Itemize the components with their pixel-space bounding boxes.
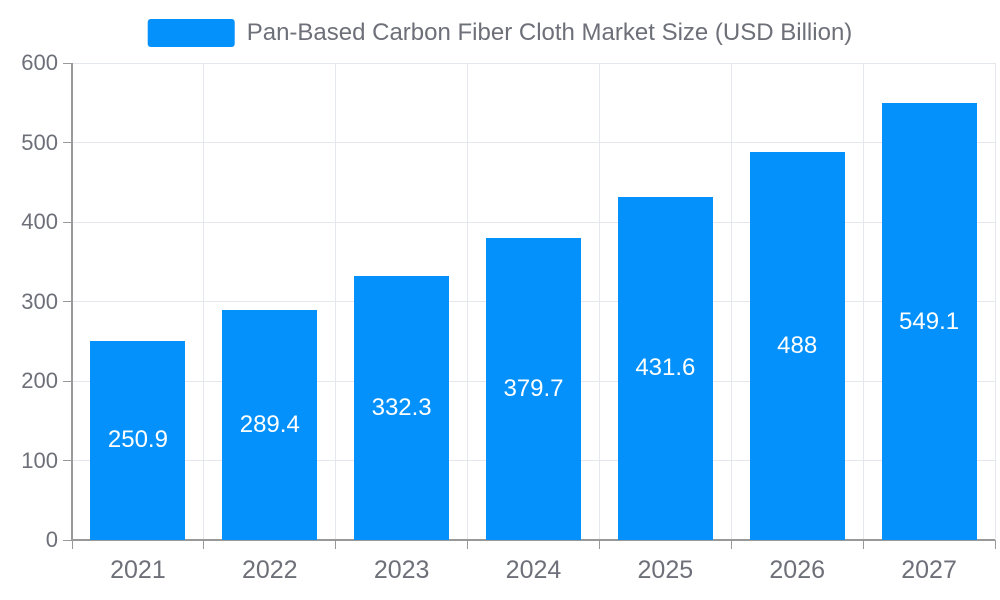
- bar-2021[interactable]: [90, 340, 186, 540]
- x-axis-tick: [862, 540, 864, 549]
- x-axis-tick: [335, 540, 337, 549]
- y-axis-tick-label: 100: [21, 447, 58, 473]
- bar-2022[interactable]: [222, 309, 318, 540]
- x-axis-tick-label: 2027: [901, 556, 957, 584]
- x-axis-tick: [71, 540, 73, 549]
- y-axis-tick: [63, 301, 72, 302]
- x-axis-tick-label: 2021: [110, 556, 166, 584]
- x-axis-line: [72, 539, 995, 541]
- bar-2027[interactable]: [881, 103, 977, 540]
- bar-2025[interactable]: [617, 196, 713, 540]
- legend-swatch-icon: [147, 19, 235, 47]
- y-axis-tick-label: 200: [21, 368, 58, 393]
- bar-2026[interactable]: [749, 152, 845, 540]
- x-axis-tick-label: 2022: [241, 556, 298, 584]
- y-axis-tick: [63, 62, 72, 64]
- x-axis-tick: [730, 540, 732, 549]
- gridline-vertical: [335, 63, 337, 540]
- gridline-vertical: [730, 63, 732, 540]
- y-axis-tick: [63, 380, 72, 382]
- y-axis-tick-label: 300: [21, 288, 58, 314]
- x-axis-tick: [203, 540, 205, 549]
- y-axis-tick: [63, 221, 72, 223]
- y-axis-tick-label: 0: [45, 527, 58, 552]
- legend-label: Pan-Based Carbon Fiber Cloth Market Size…: [246, 19, 853, 46]
- gridline-horizontal: [72, 62, 995, 64]
- y-axis-tick: [63, 142, 72, 143]
- gridline-horizontal: [72, 221, 995, 223]
- legend-item[interactable]: Pan-Based Carbon Fiber Cloth Market Size…: [147, 19, 853, 47]
- y-axis-tick-label: 400: [21, 209, 58, 234]
- x-axis-tick-label: 2024: [505, 556, 562, 584]
- gridline-vertical: [862, 63, 864, 540]
- y-axis-tick: [63, 460, 72, 461]
- y-axis-tick-label: 500: [21, 129, 58, 155]
- x-axis-tick: [994, 540, 996, 549]
- x-axis-tick: [598, 540, 600, 549]
- x-axis-tick-label: 2025: [637, 556, 694, 584]
- y-axis-tick: [63, 539, 72, 541]
- gridline-vertical: [994, 63, 996, 540]
- y-axis-tick-label: 600: [21, 50, 58, 75]
- bar-2023[interactable]: [354, 275, 450, 540]
- x-axis-tick: [467, 540, 469, 549]
- y-axis-line: [71, 63, 73, 540]
- gridline-vertical: [203, 63, 205, 540]
- gridline-vertical: [598, 63, 600, 540]
- gridline-horizontal: [72, 142, 995, 143]
- x-axis-tick-label: 2023: [373, 556, 430, 584]
- gridline-vertical: [467, 63, 469, 540]
- x-axis-tick-label: 2026: [769, 556, 826, 584]
- bar-2024[interactable]: [486, 238, 581, 540]
